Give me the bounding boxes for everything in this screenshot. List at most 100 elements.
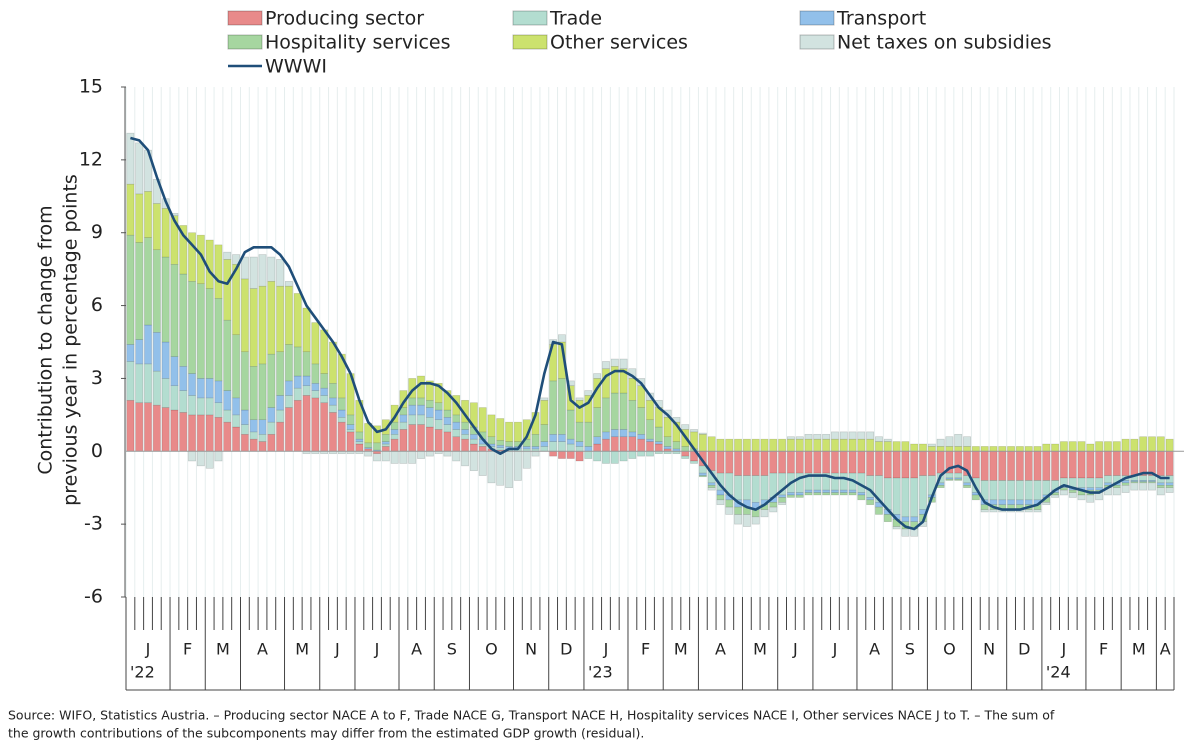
bar-segment [584,446,593,452]
bar-segment [302,307,311,353]
bar-segment [866,431,875,440]
bar-segment [831,431,839,440]
bar-segment [232,334,240,399]
bar-segment [531,433,540,447]
bar-segment [610,358,619,367]
bar-segment [249,256,258,289]
bar-segment [848,431,857,440]
bar-segment [910,443,919,452]
bar-segment [901,516,910,523]
bar-segment [135,242,144,340]
bar-segment [804,489,813,493]
bar-segment [364,450,373,457]
bar-segment [989,480,998,501]
legend-label: Net taxes on subsidies [837,32,1052,54]
bar-segment [1051,450,1060,481]
bar-segment [258,441,267,452]
footnote: Source: WIFO, Statistics Austria. – Prod… [8,708,1055,723]
bar-segment [831,492,839,496]
bar-segment [179,225,188,275]
bar-segment [469,450,478,472]
bar-segment [293,375,302,389]
bar-segment [381,433,390,442]
bar-segment [822,450,831,474]
bar-segment [144,324,152,365]
bar-segment [663,446,672,450]
bar-segment [320,402,329,452]
bar-segment [1086,450,1095,479]
bar-segment [144,363,152,404]
bar-segment [787,492,795,496]
x-tick-label: F [183,640,192,659]
bar-segment [575,446,584,452]
bar-segment [161,208,170,258]
bar-segment [434,382,443,404]
bar-segment [1015,446,1024,452]
bar-segment [549,433,558,442]
bar-segment [249,431,258,440]
bar-segment [249,438,258,452]
bar-segment [742,438,751,452]
bar-segment [663,416,672,438]
bar-segment [822,433,831,440]
bar-segment [954,450,963,474]
bar-segment [205,397,214,416]
bar-segment [443,450,452,457]
bar-segment [258,254,267,287]
bar-segment [839,450,848,474]
bar-segment [1095,441,1104,452]
bar-segment [769,438,778,452]
bar-segment [875,441,883,452]
bar-segment [875,450,883,476]
bar-segment [875,436,883,442]
bar-segment [1086,443,1095,452]
bar-segment [223,251,232,260]
bar-segment [795,436,804,440]
bar-segment [742,475,751,501]
bar-segment [602,438,610,452]
bar-segment [355,431,364,440]
bar-segment [813,492,822,496]
bar-segment [1007,499,1015,506]
bar-segment [769,450,778,474]
legend-swatch [227,10,263,26]
bar-segment [1086,487,1095,491]
bar-segment [980,509,989,513]
bar-segment [522,446,531,450]
bar-segment [654,426,663,442]
bar-segment [593,407,602,438]
bar-segment [787,438,795,452]
bar-segment [276,285,285,353]
legend-swatch [799,10,835,26]
bar-segment [232,426,240,452]
bar-segment [963,482,971,486]
bar-segment [875,506,883,515]
y-tick-label: 15 [79,76,103,98]
bar-segment [989,446,998,452]
bar-segment [558,450,566,459]
x-tick-label: F [641,640,650,659]
bar-segment [602,361,610,370]
bar-segment [205,378,214,399]
bar-segment [258,363,267,421]
bar-segment [575,450,584,462]
bar-segment [276,409,285,423]
bar-segment [963,436,971,447]
bar-segment [337,409,346,418]
bar-segment [170,385,179,411]
bar-segment [681,450,690,457]
bar-segment [540,441,549,447]
bar-segment [373,453,381,462]
x-tick-label: A [1160,640,1171,659]
bar-segment [575,441,584,447]
bar-segment [188,280,196,374]
bar-segment [425,407,434,418]
bar-segment [575,397,584,401]
bar-segment [469,438,478,445]
bar-segment [425,416,434,428]
bar-segment [399,429,408,452]
bar-segment [496,444,505,448]
x-tick-label: J [603,640,609,659]
bar-segment [558,433,566,442]
bar-segment [619,436,628,452]
